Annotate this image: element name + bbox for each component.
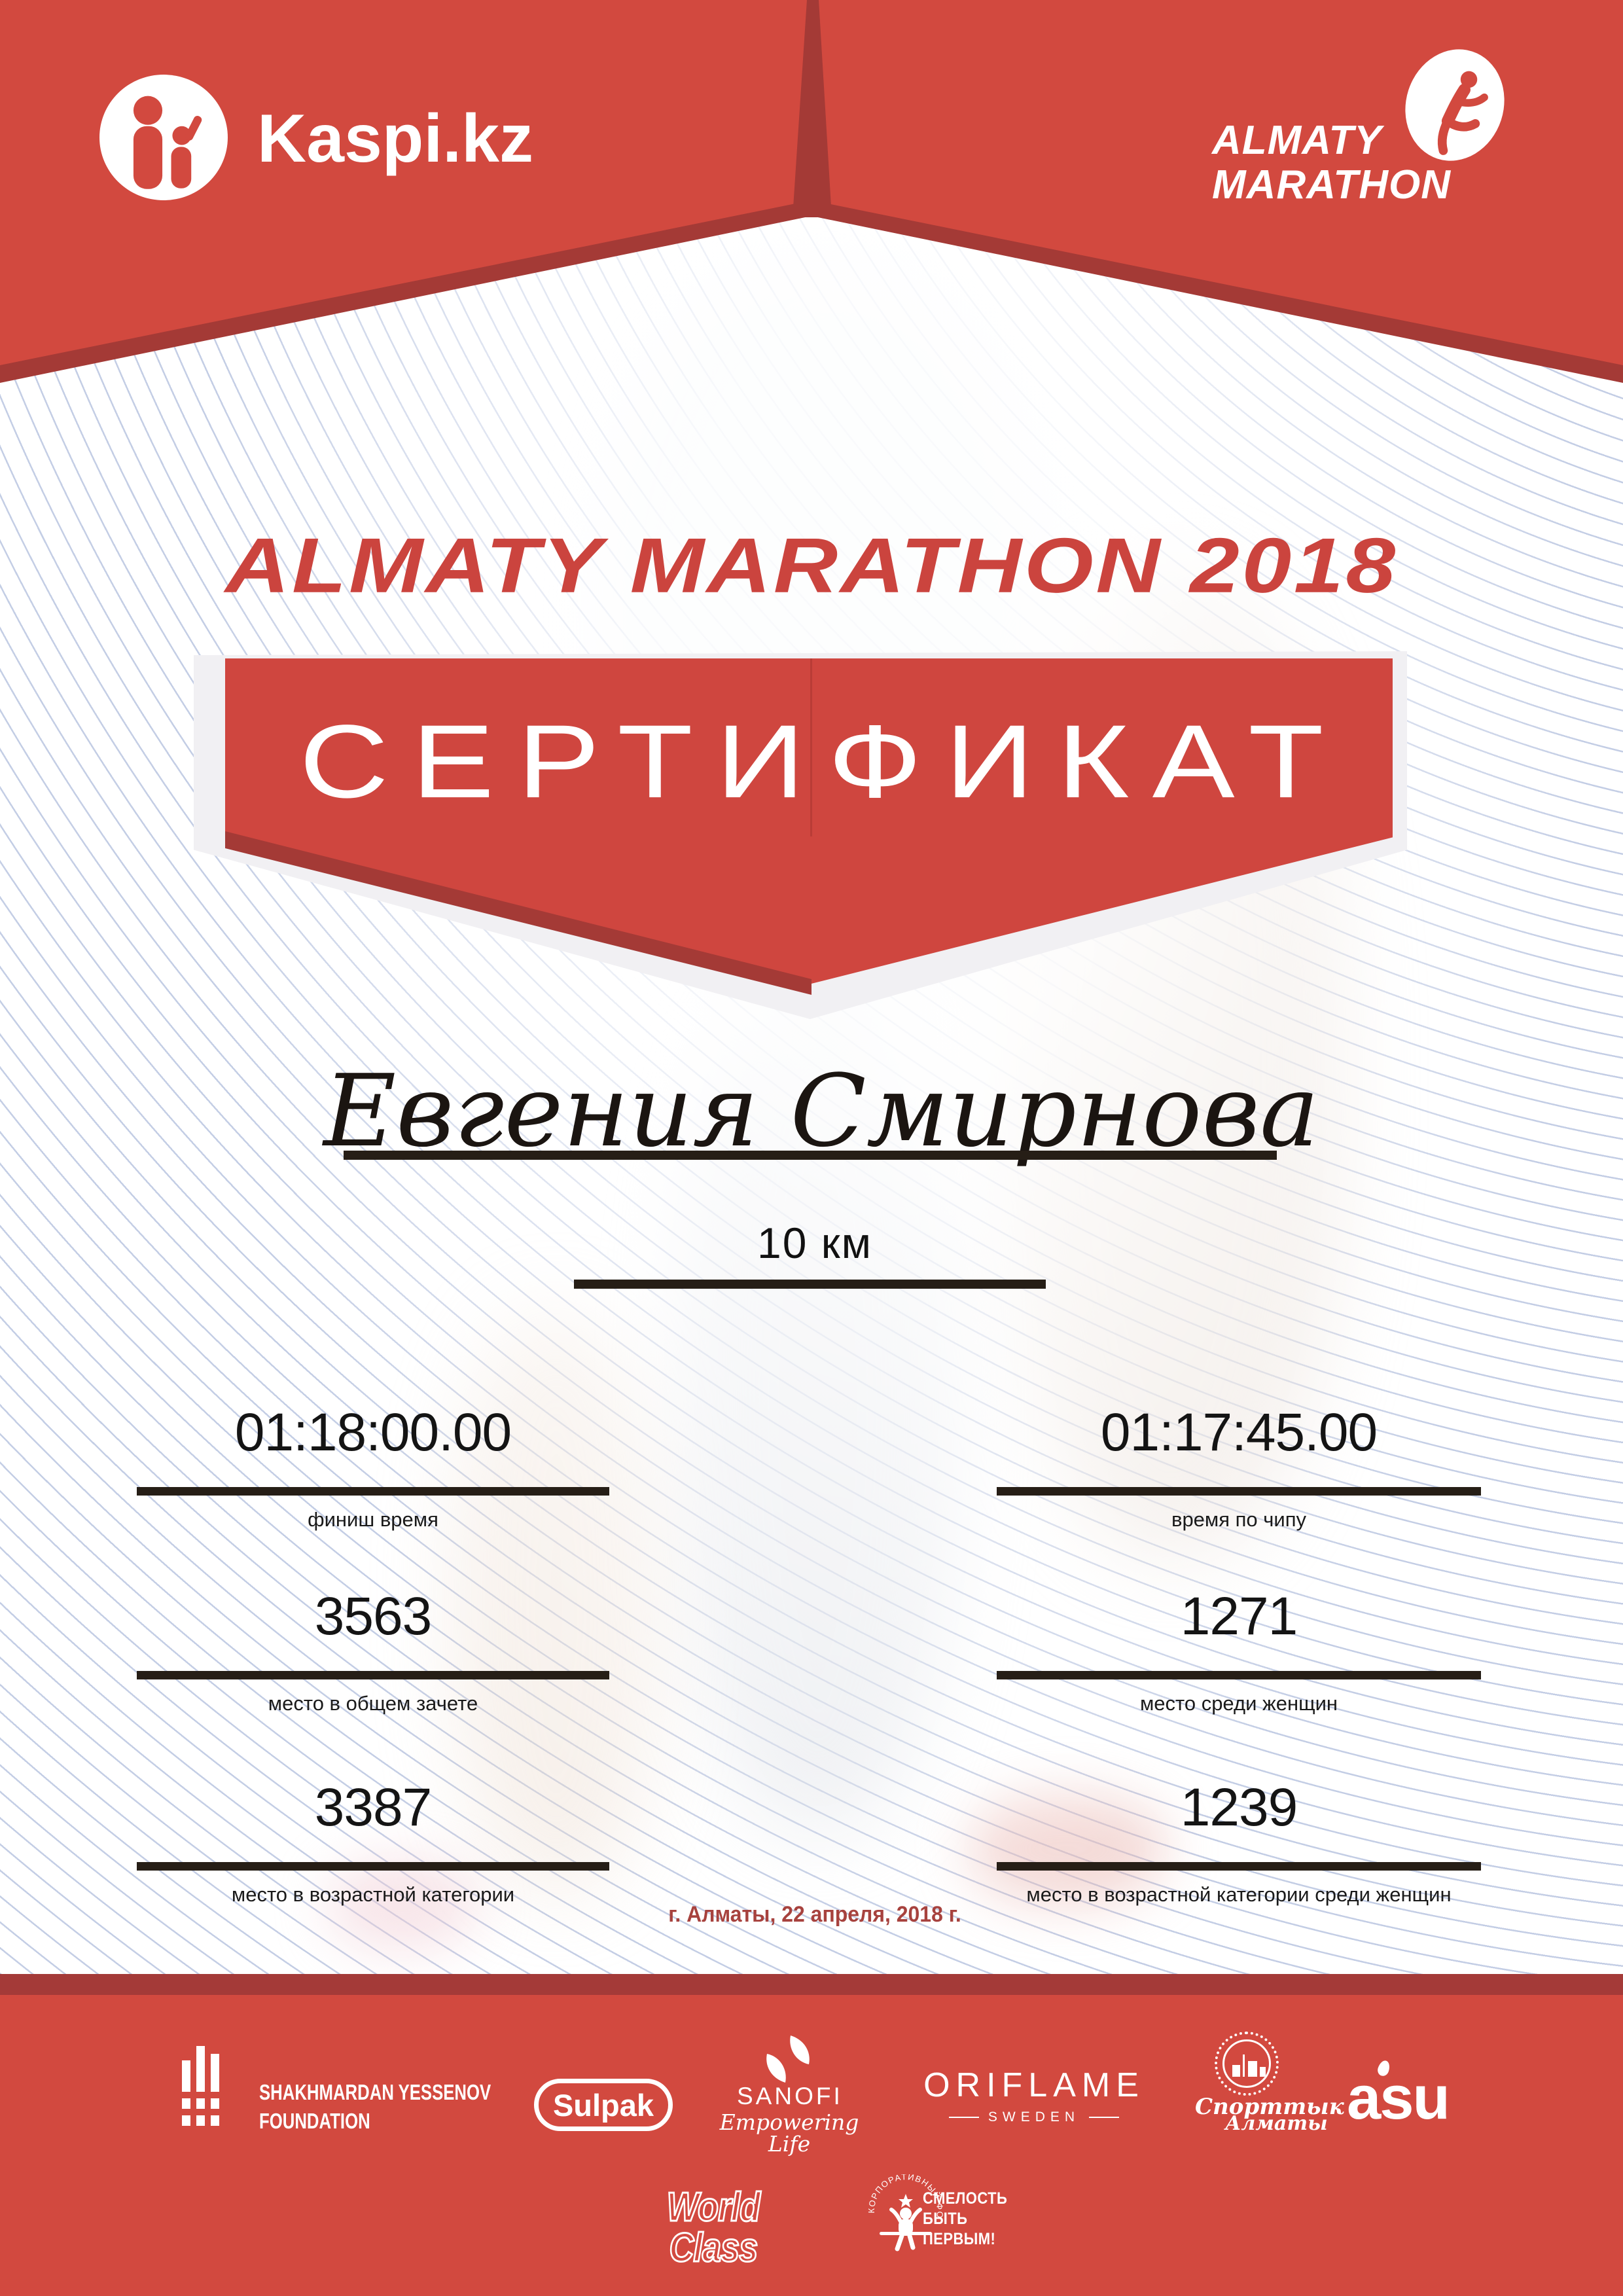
result-underline	[137, 1487, 609, 1496]
event-title: ALMATY MARATHON 2018	[225, 521, 1398, 609]
yessenov-line1: SHAKHMARDAN YESSENOV	[259, 2080, 491, 2104]
fund-star-icon	[899, 2194, 913, 2208]
result-value: 01:18:00.00	[234, 1403, 512, 1462]
almaty-logo-line2: MARATHON	[1212, 162, 1452, 207]
sanofi-swirl-icon	[763, 2034, 814, 2084]
result-underline	[137, 1671, 609, 1679]
result-underline	[997, 1862, 1481, 1871]
yessenov-line2: FOUNDATION	[259, 2109, 370, 2133]
result-label: время по чипу	[1171, 1508, 1307, 1531]
result-value: 1271	[1180, 1587, 1298, 1646]
date-location: г. Алматы, 22 апреля, 2018 г.	[668, 1902, 961, 1927]
result-underline	[137, 1862, 609, 1871]
distance-underline	[574, 1280, 1046, 1289]
result-label: место среди женщин	[1139, 1692, 1338, 1715]
result-overall-place: 3563 место в общем зачете	[124, 1590, 622, 1713]
fund-motto-line3: ПЕРВЫМ!	[923, 2230, 996, 2248]
result-finish-time: 01:18:00.00 финиш время	[124, 1406, 622, 1530]
sulpak-logo: Sulpak	[534, 2079, 673, 2131]
distance-value: 10 км	[757, 1219, 872, 1267]
result-label: место в возрастной категории среди женщи…	[1026, 1883, 1452, 1906]
corporate-fund-emblem: КОРПОРАТИВНЫЙ ФОНД	[862, 2166, 946, 2255]
result-value: 3387	[314, 1778, 432, 1837]
certificate-banner-seam	[810, 658, 812, 836]
result-age-category-place: 3387 место в возрастной категории	[124, 1781, 622, 1905]
result-underline	[997, 1487, 1481, 1496]
kaspi-people-icon	[133, 96, 202, 189]
result-value: 1239	[1180, 1778, 1298, 1837]
oriflame-country: SWEDEN	[988, 2109, 1080, 2125]
result-underline	[997, 1671, 1481, 1679]
asu-logo-text: asu	[1347, 2063, 1450, 2132]
result-label: место в общем зачете	[268, 1692, 478, 1715]
result-label: место в возрастной категории	[231, 1883, 515, 1906]
result-value: 01:17:45.00	[1100, 1403, 1378, 1462]
footer-band-shadow	[0, 1974, 1623, 1995]
sanofi-logo-text: SANOFI	[737, 2083, 843, 2109]
sport-almaty-skyline	[1222, 2039, 1271, 2088]
yessenov-foundation-icon	[182, 2046, 220, 2128]
almaty-marathon-logo-icon	[1394, 46, 1516, 165]
kaspi-logo-icon	[99, 75, 228, 200]
sport-almaty-emblem	[1215, 2032, 1279, 2096]
footer-band	[0, 1995, 1623, 2296]
recipient-name: Евгения Смирнова	[323, 1053, 1319, 1169]
result-label: финиш время	[308, 1508, 438, 1531]
oriflame-logo-text: ORIFLAME	[923, 2066, 1145, 2104]
result-chip-time: 01:17:45.00 время по чипу	[990, 1406, 1488, 1530]
result-age-category-women-place: 1239 место в возрастной категории среди …	[990, 1781, 1488, 1905]
fund-motto: СМЕЛОСТЬ БЫТЬ ПЕРВЫМ!	[923, 2189, 1007, 2250]
sulpak-text: Sulpak	[552, 2087, 654, 2123]
fund-motto-line1: СМЕЛОСТЬ	[923, 2189, 1008, 2208]
result-women-place: 1271 место среди женщин	[990, 1590, 1488, 1713]
oriflame-sweden-text: SWEDEN	[936, 2110, 1132, 2124]
world-class-logo: World Class	[666, 2185, 762, 2270]
certificate-label: СЕРТИФИКАТ	[299, 702, 1347, 820]
yessenov-foundation-logo: SHAKHMARDAN YESSENOV FOUNDATION	[259, 2081, 556, 2132]
fund-motto-line2: БЫТЬ	[923, 2210, 968, 2228]
sanofi-tagline: Empowering Life	[719, 2109, 859, 2157]
almaty-logo-line1: ALMATY	[1212, 118, 1382, 163]
kaspi-logo-text: Kaspi.kz	[257, 101, 533, 177]
name-underline	[344, 1151, 1277, 1160]
result-value: 3563	[314, 1587, 432, 1646]
sport-almaty-line2: Алматы	[1225, 2112, 1328, 2135]
